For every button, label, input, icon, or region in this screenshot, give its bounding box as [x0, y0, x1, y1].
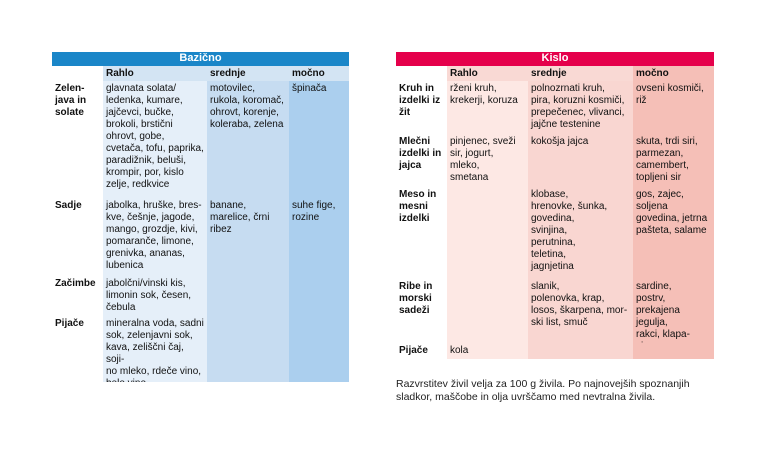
bazicno-header-rahlo: Rahlo	[103, 66, 207, 81]
bazicno-header-srednje: srednje	[207, 66, 289, 81]
bazicno-row-label: Sadje	[55, 200, 82, 211]
kislo-cell-rahlo	[447, 279, 528, 343]
kislo-row-label: Mlečni izdelki in jajca	[399, 136, 442, 171]
kislo-header-rahlo: Rahlo	[447, 66, 528, 81]
kislo-cell-srednje: klobase, hrenovke, šunka, govedina, svin…	[528, 187, 633, 279]
kislo-cell-mocno: gos, zajec, soljena govedina, jetrna paš…	[633, 187, 714, 279]
bazicno-cell-srednje	[207, 316, 289, 382]
kislo-cell-mocno: sardine, postrv, prekajena jegulja, rakc…	[633, 279, 714, 343]
kislo-cell-srednje: polnozrnati kruh, pira, koruzni kosmiči,…	[528, 81, 633, 134]
kislo-cell-rahlo: pinjenec, sveži sir, jogurt, mleko, smet…	[447, 134, 528, 187]
bazicno-cell-mocno: špinača	[289, 81, 349, 198]
kislo-row-label: Kruh in izdelki iz žit	[399, 83, 441, 118]
bazicno-title: Bazično	[52, 52, 349, 66]
bazicno-row-label: Zelen- java in solate	[55, 83, 87, 118]
kislo-cell-srednje: kokošja jajca	[528, 134, 633, 187]
bazicno-cell-rahlo: mineralna voda, sadni sok, zelenjavni so…	[103, 316, 207, 382]
bazicno-cell-rahlo: jabolka, hruške, bres- kve, češnje, jago…	[103, 198, 207, 276]
bazicno-cell-srednje: motovilec, rukola, koromač, ohrovt, kore…	[207, 81, 289, 198]
bazicno-cell-srednje: banane, marelice, črni ribez	[207, 198, 289, 276]
kislo-cell-rahlo: kola	[447, 343, 528, 359]
kislo-cell-rahlo: rženi kruh, krekerji, koruza	[447, 81, 528, 134]
bazicno-header-empty	[52, 66, 103, 81]
bazicno-cell-mocno: suhe fige, rozine	[289, 198, 349, 276]
bazicno-cell-mocno	[289, 316, 349, 382]
bazicno-cell-rahlo: jabolčni/vinski kis, limonin sok, česen,…	[103, 276, 207, 316]
bazicno-cell-mocno	[289, 276, 349, 316]
bazicno-cell-srednje	[207, 276, 289, 316]
kislo-cell-srednje: slanik, polenovka, krap, losos, škarpena…	[528, 279, 633, 343]
kislo-cell-mocno	[633, 343, 714, 359]
bazicno-cell-rahlo: glavnata solata/ ledenka, kumare, jajčev…	[103, 81, 207, 198]
kislo-header-empty	[396, 66, 447, 81]
kislo-header-srednje: srednje	[528, 66, 633, 81]
bazicno-header-mocno: močno	[289, 66, 349, 81]
bazicno-row-label: Začimbe	[55, 278, 96, 289]
kislo-cell-srednje	[528, 343, 633, 359]
kislo-cell-rahlo	[447, 187, 528, 279]
kislo-cell-mocno: ovseni kosmiči, riž	[633, 81, 714, 134]
kislo-row-label: Pijače	[399, 345, 428, 356]
kislo-header-mocno: močno	[633, 66, 714, 81]
footnote: Razvrstitev živil velja za 100 g živila.…	[396, 378, 690, 403]
kislo-row-label: Meso in mesni izdelki	[399, 189, 437, 224]
kislo-row-label: Ribe in morski sadeži	[399, 281, 433, 316]
kislo-title: Kislo	[396, 52, 714, 66]
kislo-cell-mocno: skuta, trdi siri, parmezan, camembert, t…	[633, 134, 714, 187]
bazicno-row-label: Pijače	[55, 318, 84, 329]
